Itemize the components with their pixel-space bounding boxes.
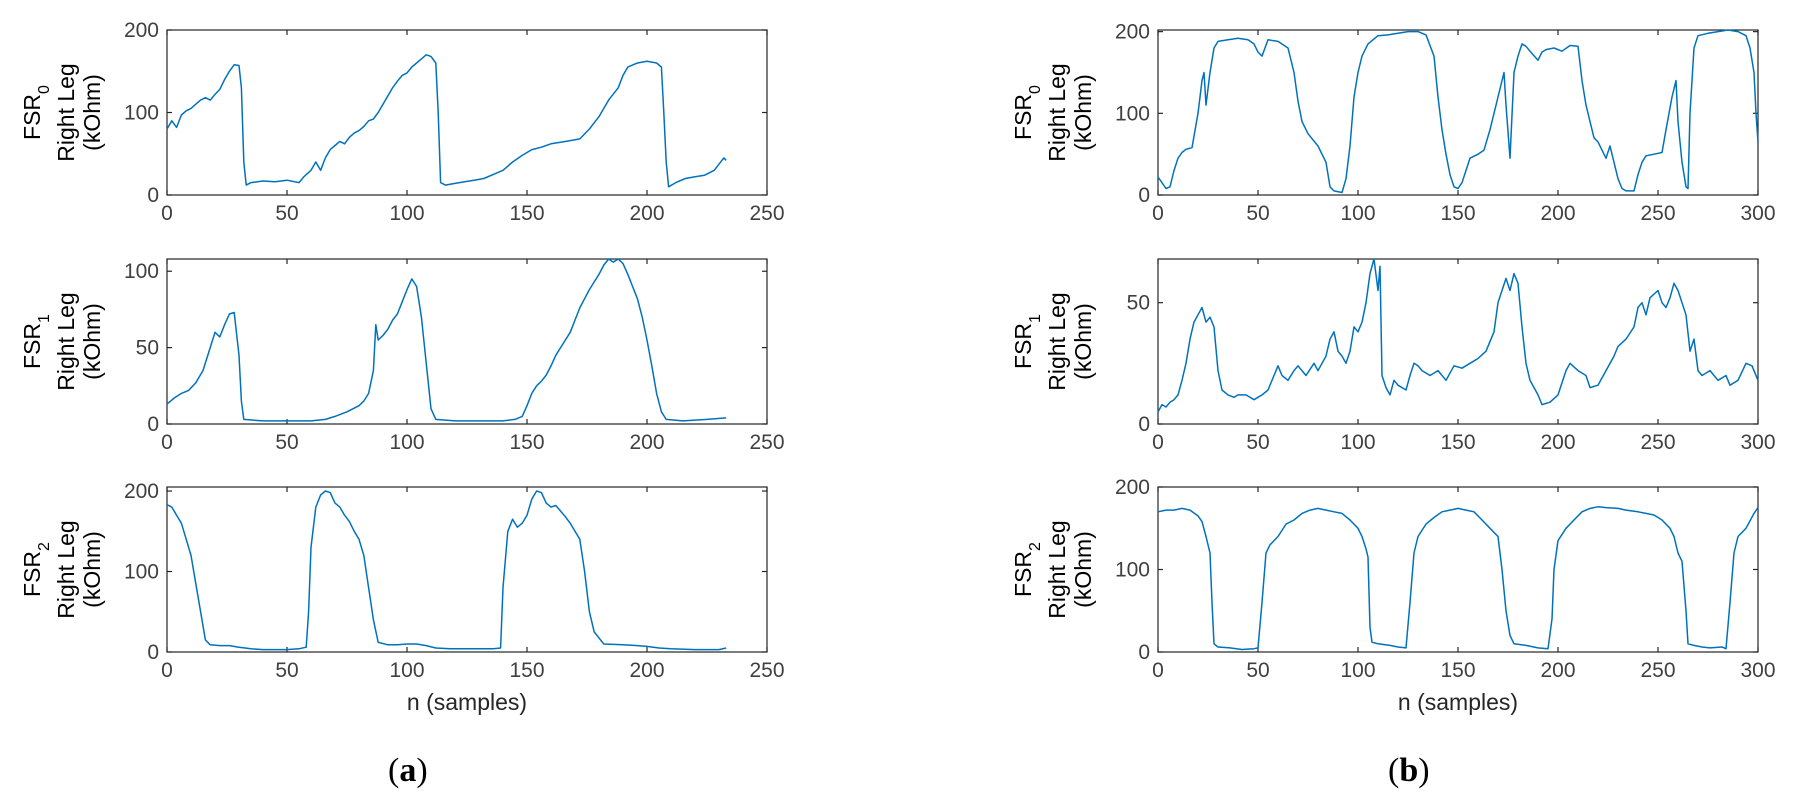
panel-b-subplot-0-y-tick-label-1: 100 [1115, 102, 1150, 125]
panel-a-subplot-0-y-tick-label-1: 100 [124, 102, 159, 125]
panel-b-subplot-0-ylabel-line-1: Right Leg [1044, 63, 1070, 161]
panel-b-subplot-0-x-tick-label-4: 200 [1540, 202, 1575, 225]
panel-a-subplot-1-x-tick-label-0: 0 [161, 431, 173, 454]
panel-a-subplot-0-x-tick-label-2: 100 [389, 202, 424, 225]
panel-a-subplot-2-ylabel-line-2: (kOhm) [79, 531, 105, 608]
panel-a-subplot-0-y-tick-label-0: 0 [147, 184, 159, 207]
panel-a-subplot-1-y-tick-label-2: 100 [124, 260, 159, 283]
panel-b-subplot-1-x-tick-label-2: 100 [1340, 431, 1375, 454]
panel-a-subplot-0-x-tick-label-5: 250 [749, 202, 784, 225]
panel-b-subplot-2-x-tick-label-2: 100 [1340, 659, 1375, 682]
panel-a-subplot-2-x-tick-label-5: 250 [749, 659, 784, 682]
panel-b-subplot-2-x-tick-label-1: 50 [1246, 659, 1269, 682]
panel-b-subplot-1-x-tick-label-6: 300 [1740, 431, 1775, 454]
panel-b-subplot-2-x-tick-label-6: 300 [1740, 659, 1775, 682]
panel-a-subplot-2-x-tick-label-4: 200 [629, 659, 664, 682]
panel-a-xlabel: n (samples) [407, 689, 527, 715]
panel-a-subplot-1-x-tick-label-5: 250 [749, 431, 784, 454]
panel-b-subplot-0-ylabel-line-0: FSR0 [1010, 85, 1044, 140]
panel-b-subplot-1-y-tick-label-1: 50 [1127, 292, 1150, 315]
panel-a-subplot-0-x-tick-label-1: 50 [275, 202, 298, 225]
panel-b-subplot-2-series-line [1157, 506, 1759, 651]
panel-b-subplot-0-x-tick-label-6: 300 [1740, 202, 1775, 225]
panel-b-subplot-2-x-tick-label-4: 200 [1540, 659, 1575, 682]
panel-b-subplot-0: 0 50 100 150 200 250 300 0 100 200 FSR0 Right Leg (k… [1010, 21, 1776, 225]
panel-b-subplot-2-ylabel-line-1: Right Leg [1044, 520, 1070, 618]
panel-a-subplot-1-x-tick-label-4: 200 [629, 431, 664, 454]
panel-b-subplot-0-x-tick-label-0: 0 [1152, 202, 1164, 225]
panel-a-subplot-1: 0 50 100 150 200 250 0 50 100 FSR1 Right Leg (kOhm) [19, 258, 785, 454]
panel-a-subplot-0-ylabel-line-0: FSR0 [19, 85, 53, 140]
panel-b-subplot-1-axes-box [1157, 258, 1759, 425]
panel-a-subplot-0-ylabel-line-1: Right Leg [53, 63, 79, 161]
panel-a-subplot-2: 0 50 100 150 200 250 0 100 200 FSR2 Right Leg (kOhm… [19, 480, 785, 715]
panel-b-subplot-0-x-tick-label-5: 250 [1640, 202, 1675, 225]
panel-a-subplot-2-axes-box [166, 486, 768, 653]
panel-b-subplot-1-x-tick-label-3: 150 [1440, 431, 1475, 454]
panel-a-subplot-1-y-tick-label-1: 50 [136, 337, 159, 360]
panel-b-subplot-0-x-tick-label-1: 50 [1246, 202, 1269, 225]
panel-b-subplot-0-x-tick-label-2: 100 [1340, 202, 1375, 225]
panel-a-subplot-0-x-tick-label-4: 200 [629, 202, 664, 225]
panel-b-subplot-2-x-tick-label-0: 0 [1152, 659, 1164, 682]
panel-a-subplot-1-y-tick-label-0: 0 [147, 413, 159, 436]
panel-a-subplot-0-x-tick-label-0: 0 [161, 202, 173, 225]
panel-b-subplot-0-y-tick-label-2: 200 [1115, 21, 1150, 44]
panel-a-subplot-2-x-tick-label-3: 150 [509, 659, 544, 682]
panel-a-subplot-1-ylabel-line-0: FSR1 [19, 314, 53, 369]
panel-a-subplot-0: 0 50 100 150 200 250 0 100 200 FSR0 Right Leg (kOhm… [19, 19, 785, 225]
panel-a-subplot-1-series-line [166, 258, 727, 422]
panel-a-subplot-1-x-tick-label-2: 100 [389, 431, 424, 454]
panel-a-subplot-2-series-line [166, 490, 727, 651]
panel-b-subplot-2-ylabel-line-0: FSR2 [1010, 542, 1044, 597]
panel-a-subplot-0-ylabel-line-2: (kOhm) [79, 74, 105, 151]
panel-b-subplot-2-y-tick-label-2: 200 [1115, 476, 1150, 499]
panel-a-subplot-2-y-tick-label-1: 100 [124, 561, 159, 584]
panel-b-subplot-2-x-tick-label-3: 150 [1440, 659, 1475, 682]
panel-a-subplot-1-axes-box [166, 258, 768, 425]
panel-a-subplot-1-ylabel-line-2: (kOhm) [79, 303, 105, 380]
panel-a-subplot-1-x-tick-label-1: 50 [275, 431, 298, 454]
panel-b-subplot-0-ylabel-line-2: (kOhm) [1070, 74, 1096, 151]
panel-b-subplot-2-ylabel-line-2: (kOhm) [1070, 531, 1096, 608]
panel-b-subplot-1: 0 50 100 150 200 250 300 0 50 FSR1 Right Leg (kOhm) [1010, 258, 1776, 454]
panel-a-subplot-2-ylabel-line-0: FSR2 [19, 542, 53, 597]
panel-b-subplot-1-ylabel-line-1: Right Leg [1044, 292, 1070, 390]
panel-b-xlabel: n (samples) [1398, 689, 1518, 715]
panel-a-subplot-2-y-tick-label-0: 0 [147, 641, 159, 664]
panel-b-subplot-2-y-tick-label-1: 100 [1115, 559, 1150, 582]
panel-a-subplot-1-ylabel-line-1: Right Leg [53, 292, 79, 390]
panel-a-subplot-0-y-tick-label-2: 200 [124, 19, 159, 42]
panel-b-subplot-0-series-line [1157, 29, 1759, 194]
panel-a-subplot-2-y-tick-label-2: 200 [124, 480, 159, 503]
panel-a-subplot-1-x-tick-label-3: 150 [509, 431, 544, 454]
panel-a-subplot-2-ylabel-line-1: Right Leg [53, 520, 79, 618]
panel-b-subplot-2-axes-box [1157, 486, 1759, 653]
panel-b-subplot-0-y-tick-label-0: 0 [1138, 184, 1150, 207]
panel-b-subplot-1-x-tick-label-1: 50 [1246, 431, 1269, 454]
panel-label-a: (a) [388, 752, 428, 789]
panel-b-subplot-0-x-tick-label-3: 150 [1440, 202, 1475, 225]
panel-b-subplot-1-series-line [1157, 258, 1759, 413]
panel-b-subplot-1-ylabel-line-2: (kOhm) [1070, 303, 1096, 380]
panel-b-subplot-1-ylabel-line-0: FSR1 [1010, 314, 1044, 369]
panel-b-subplot-1-x-tick-label-5: 250 [1640, 431, 1675, 454]
panel-b-subplot-1-y-tick-label-0: 0 [1138, 413, 1150, 436]
panel-b-subplot-1-x-tick-label-4: 200 [1540, 431, 1575, 454]
panel-b-subplot-2-y-tick-label-0: 0 [1138, 641, 1150, 664]
panel-b-subplot-1-x-tick-label-0: 0 [1152, 431, 1164, 454]
panel-b-subplot-2: 0 50 100 150 200 250 300 0 100 200 FSR2 Right Leg (k… [1010, 476, 1776, 715]
panel-b-subplot-0-axes-box [1157, 29, 1759, 196]
panel-a-subplot-0-axes-box [166, 29, 768, 196]
panel-a-subplot-2-x-tick-label-1: 50 [275, 659, 298, 682]
panel-label-b: (b) [1388, 752, 1430, 789]
panel-b-subplot-2-x-tick-label-5: 250 [1640, 659, 1675, 682]
panel-a-subplot-2-x-tick-label-0: 0 [161, 659, 173, 682]
panel-a-subplot-0-series-line [166, 54, 727, 188]
panel-a-subplot-2-x-tick-label-2: 100 [389, 659, 424, 682]
panel-a-subplot-0-x-tick-label-3: 150 [509, 202, 544, 225]
